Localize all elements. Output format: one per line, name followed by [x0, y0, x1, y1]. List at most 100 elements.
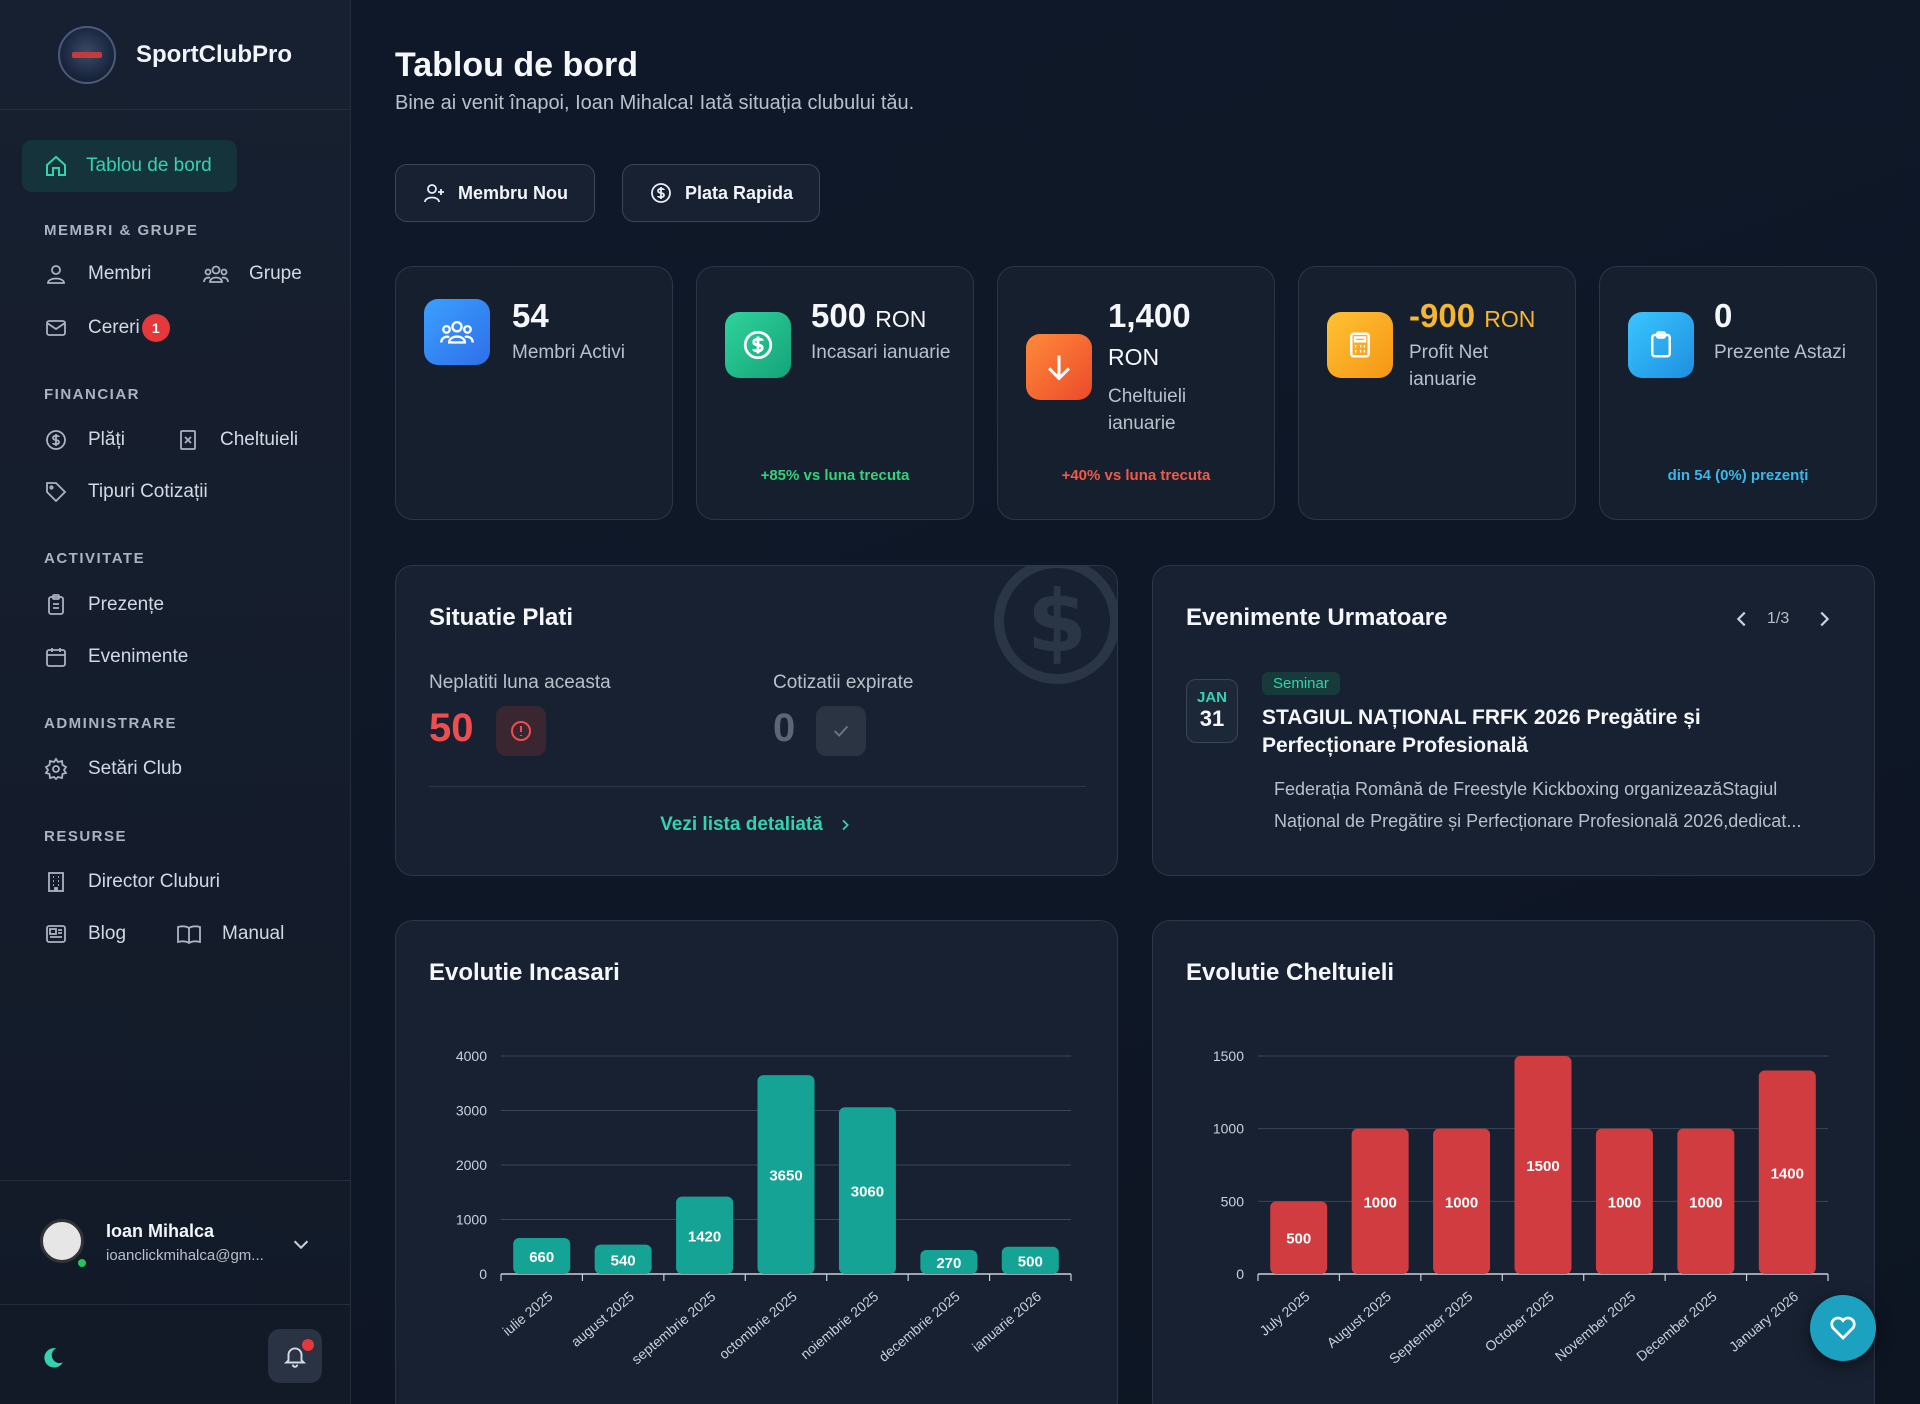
bell-icon	[283, 1347, 307, 1368]
bar-value-label: 660	[529, 1249, 554, 1266]
sidebar-item-cheltuieli[interactable]: Cheltuieli	[176, 428, 298, 452]
bar-value-label: 1500	[1526, 1158, 1559, 1175]
new-member-button[interactable]: Membru Nou	[395, 164, 595, 222]
dollar-circle-icon	[651, 183, 671, 203]
stat-label: Cheltuieli ianuarie	[1108, 386, 1187, 434]
book-icon	[177, 925, 201, 945]
moon-icon[interactable]	[40, 1345, 66, 1371]
event-month: JAN	[1196, 689, 1227, 706]
pager: 1/3	[1767, 610, 1790, 627]
sidebar-item-blog[interactable]: Blog	[44, 922, 126, 946]
bar	[838, 1107, 896, 1274]
x-tick-label: ianuarie 2026	[969, 1288, 1044, 1355]
sidebar-item-label: Cereri	[88, 317, 140, 338]
income-chart-panel: Evolutie Incasari 0 1000 2000 3000 4000 660 iu…	[395, 920, 1118, 1404]
bar	[1514, 1056, 1572, 1274]
y-tick-label: 0	[1236, 1266, 1244, 1282]
bar	[676, 1196, 734, 1274]
event-title[interactable]: STAGIUL NAȚIONAL FRFK 2026 Pregătire și …	[1262, 704, 1701, 760]
stat-trend: +85% vs luna trecuta	[760, 467, 910, 484]
calendar-icon	[46, 648, 66, 667]
events-panel: Evenimente Urmatoare 1/3 JAN 31 Seminar …	[1152, 565, 1875, 876]
y-tick-label: 4000	[456, 1048, 487, 1064]
stat-card-attendance[interactable]: 0 Prezente Astazi din 54 (0%) prezenți	[1599, 266, 1877, 520]
mail-icon	[46, 320, 66, 336]
stat-card-profit[interactable]: -900 RON Profit Net ianuarie	[1298, 266, 1576, 520]
sidebar-item-label: Membri	[88, 263, 152, 284]
sidebar-item-setari[interactable]: Setări Club	[44, 757, 182, 781]
x-tick-label: august 2025	[568, 1288, 637, 1350]
cereri-badge: 1	[141, 314, 170, 342]
detailed-list-link[interactable]: Vezi lista detaliată	[396, 814, 1117, 836]
sidebar-item-prezente[interactable]: Prezențe	[44, 593, 164, 617]
quick-pay-button[interactable]: Plata Rapida	[622, 164, 821, 222]
bar-value-label: 1000	[1608, 1194, 1641, 1211]
section-admin: ADMINISTRARE	[44, 715, 177, 732]
divider	[429, 786, 1086, 787]
y-tick-label: 2000	[456, 1157, 487, 1173]
stat-label: Profit Net ianuarie	[1409, 342, 1489, 390]
x-tick-label: August 2025	[1324, 1288, 1395, 1351]
chevron-down-icon[interactable]	[290, 1233, 312, 1255]
clipboard-icon	[48, 594, 64, 615]
x-tick-label: January 2026	[1726, 1288, 1801, 1355]
bar-value-label: 1420	[688, 1228, 721, 1245]
sidebar-item-grupe[interactable]: Grupe	[203, 262, 302, 286]
avatar	[40, 1219, 84, 1263]
sidebar-item-label: Manual	[222, 923, 285, 944]
user-profile[interactable]: Ioan Mihalca ioanclickmihalca@gm...	[0, 1180, 351, 1304]
stat-card-members[interactable]: 54 Membri Activi	[395, 266, 673, 520]
chevron-right-icon[interactable]	[1813, 608, 1835, 630]
sidebar-item-label: Plăți	[88, 429, 125, 450]
y-tick-label: 0	[479, 1266, 487, 1282]
bar	[1001, 1246, 1059, 1274]
bar-value-label: 500	[1286, 1231, 1311, 1248]
sidebar-item-evenimente[interactable]: Evenimente	[44, 645, 188, 669]
stat-card-expenses[interactable]: 1,400 RON Cheltuieli ianuarie +40% vs lun…	[997, 266, 1275, 520]
bar	[594, 1244, 652, 1274]
brand[interactable]: SportClubPro	[0, 0, 350, 110]
unpaid-label: Neplatiti luna aceasta	[429, 672, 611, 693]
section-resources: RESURSE	[44, 828, 128, 845]
chevron-left-icon[interactable]	[1731, 608, 1753, 630]
y-tick-label: 1000	[456, 1212, 487, 1228]
stat-card-income[interactable]: 500 RON Incasari ianuarie +85% vs luna t…	[696, 266, 974, 520]
newspaper-icon	[46, 925, 66, 943]
sidebar-item-manual[interactable]: Manual	[176, 922, 284, 946]
sidebar-item-director[interactable]: Director Cluburi	[44, 870, 220, 894]
bar	[1270, 1201, 1328, 1274]
sidebar-item-membri[interactable]: Membri	[44, 262, 151, 286]
button-label: Membru Nou	[458, 182, 568, 203]
chart-title: Evolutie Cheltuieli	[1186, 959, 1395, 986]
sidebar-item-plati[interactable]: Plăți	[44, 428, 125, 452]
notifications-button[interactable]	[268, 1329, 322, 1383]
notification-dot	[302, 1339, 314, 1351]
user-plus-icon	[424, 184, 444, 203]
dollar-circle-icon	[46, 430, 66, 450]
tag-icon	[46, 482, 67, 503]
expired-label: Cotizatii expirate	[773, 672, 914, 693]
event-title-line: STAGIUL NAȚIONAL FRFK 2026 Pregătire și	[1262, 706, 1701, 729]
stat-value: 500 RON	[811, 297, 927, 334]
receipt-icon	[180, 430, 196, 450]
bar-value-label: 3060	[851, 1184, 884, 1201]
payments-panel: $ Situatie Plati Neplatiti luna aceasta …	[395, 565, 1118, 876]
chevron-right-icon	[842, 819, 849, 831]
check-icon	[816, 706, 866, 756]
event-desc-line: Național de Pregătire și Perfecționare P…	[1274, 811, 1802, 831]
favorite-button[interactable]	[1810, 1295, 1876, 1361]
x-tick-label: iulie 2025	[499, 1288, 555, 1339]
bar-value-label: 1000	[1445, 1194, 1478, 1211]
user-email: ioanclickmihalca@gm...	[106, 1247, 264, 1264]
sidebar-item-dashboard[interactable]: Tablou de bord	[22, 140, 237, 192]
event-title-line: Perfecționare Profesională	[1262, 734, 1529, 757]
bar-value-label: 1000	[1363, 1194, 1396, 1211]
sidebar-item-cereri[interactable]: Cereri 1	[44, 314, 170, 342]
sidebar-item-label: Cheltuieli	[220, 429, 299, 450]
sidebar-item-tipuri[interactable]: Tipuri Cotizații	[44, 480, 208, 504]
income-bar-chart: 0 1000 2000 3000 4000 660 iulie 2025 540 august …	[456, 1048, 1072, 1367]
bar-value-label: 270	[936, 1255, 961, 1272]
y-tick-label: 1500	[1213, 1048, 1244, 1064]
club-logo	[58, 25, 116, 84]
online-indicator	[76, 1257, 88, 1269]
